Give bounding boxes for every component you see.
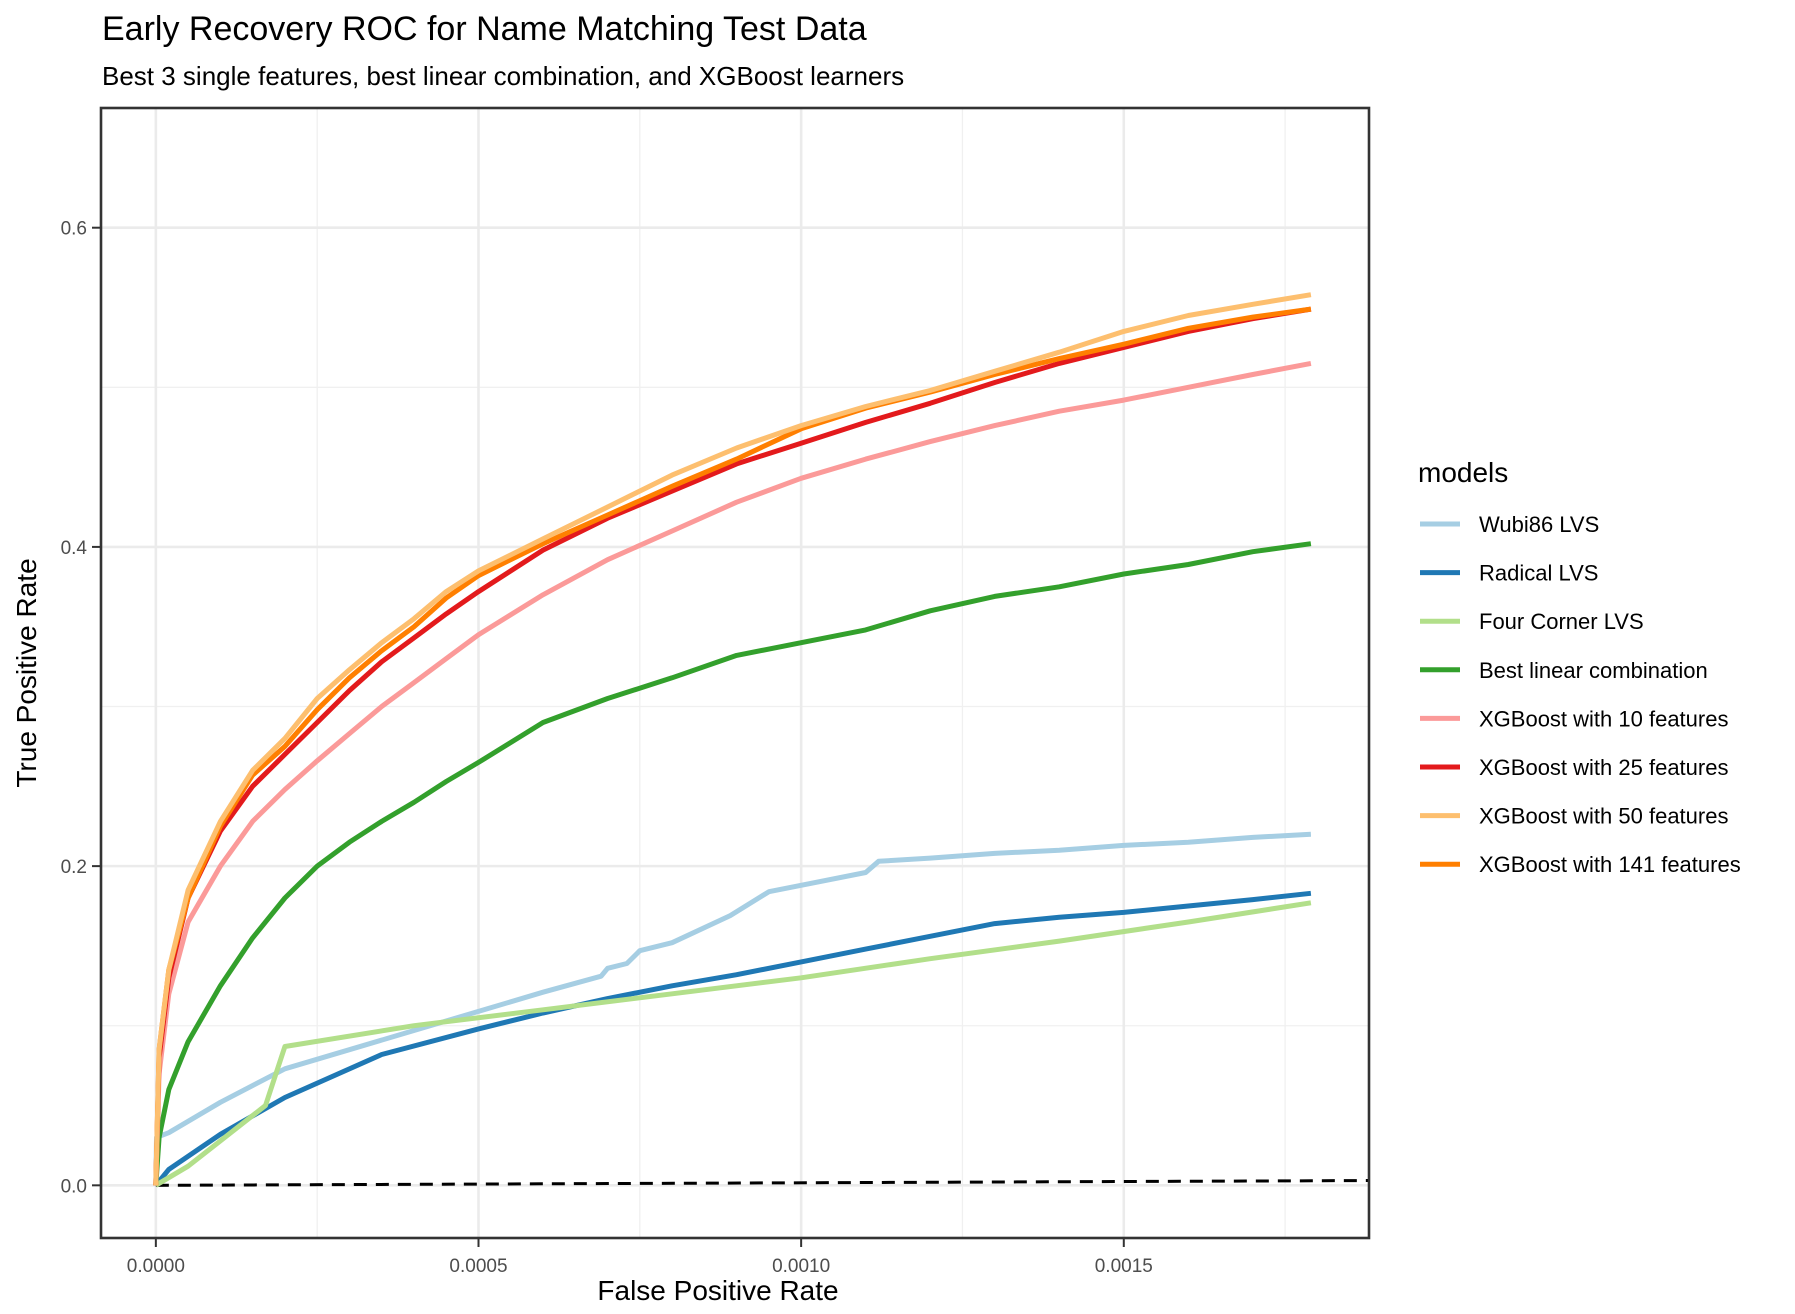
legend-item: XGBoost with 141 features [1420,852,1741,877]
legend: models Wubi86 LVS Radical LVS Four Corner … [1418,457,1741,877]
grid-major [101,108,1369,1238]
y-tick-label: 0.2 [61,857,87,878]
series-layer [153,292,1370,1188]
series-line-best-linear-combination [153,541,1312,1186]
series-line-xgboost-with-141-features [153,306,1312,1186]
x-axis: 0.0000 0.0005 0.0010 0.0015 [127,1239,1153,1277]
x-tick-label: 0.0010 [772,1256,830,1277]
y-axis-title: True Positive Rate [11,558,42,787]
legend-label: XGBoost with 25 features [1479,755,1728,780]
y-axis: 0.0 0.2 0.4 0.6 [61,219,100,1197]
reference-diagonal-line [155,1179,1370,1187]
chart-title: Early Recovery ROC for Name Matching Tes… [102,10,867,48]
chart-subtitle: Best 3 single features, best linear comb… [102,61,904,91]
y-tick-label: 0.4 [61,538,88,559]
legend-label: Radical LVS [1479,561,1598,586]
legend-item: XGBoost with 10 features [1420,706,1728,731]
legend-label: XGBoost with 50 features [1479,804,1728,829]
y-tick-label: 0.0 [61,1176,87,1197]
x-tick-label: 0.0005 [449,1256,507,1277]
legend-label: Best linear combination [1479,658,1708,683]
x-tick-label: 0.0000 [127,1256,185,1277]
plot-panel [101,108,1369,1238]
series-line-wubi86-lvs [153,831,1312,1186]
legend-item: Radical LVS [1420,561,1598,586]
legend-label: Four Corner LVS [1479,609,1644,634]
legend-label: Wubi86 LVS [1479,512,1599,537]
series-line-xgboost-with-50-features [153,292,1312,1186]
x-tick-label: 0.0015 [1095,1256,1153,1277]
legend-item: Best linear combination [1420,658,1708,683]
grid-minor [101,108,1369,1238]
plot-border [99,106,1371,1240]
legend-title: models [1418,457,1508,488]
legend-item: Four Corner LVS [1420,609,1644,634]
y-tick-label: 0.6 [61,219,87,240]
legend-item: XGBoost with 25 features [1420,755,1728,780]
legend-item: Wubi86 LVS [1420,512,1599,537]
series-line-four-corner-lvs [154,900,1312,1188]
series-line-xgboost-with-25-features [153,306,1312,1186]
legend-label: XGBoost with 10 features [1479,706,1728,731]
legend-label: XGBoost with 141 features [1479,852,1741,877]
series-line-radical-lvs [153,890,1312,1187]
x-axis-title: False Positive Rate [597,1275,838,1306]
series-line-xgboost-with-10-features [153,360,1312,1186]
legend-item: XGBoost with 50 features [1420,804,1728,829]
